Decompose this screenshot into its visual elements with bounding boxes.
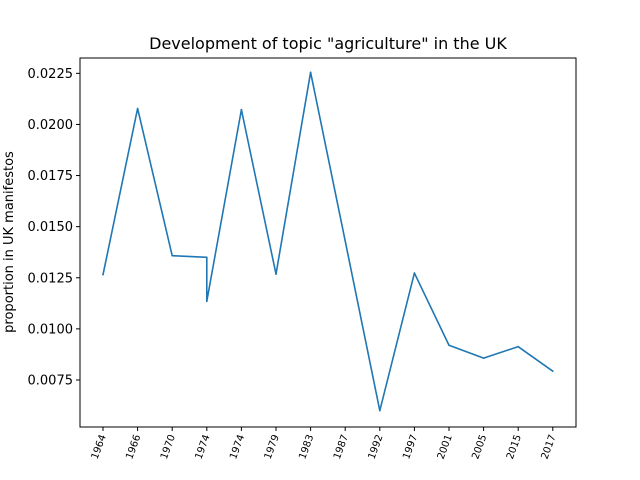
data-point [171,254,173,257]
x-tick-label: 1992 [367,433,386,461]
x-tick-label: 2015 [505,433,524,461]
x-tick-label: 2001 [436,433,455,461]
plot-frame [79,57,577,428]
data-point [413,272,416,274]
data-point [448,344,450,347]
x-tick-label: 1987 [332,433,351,461]
y-tick-label: 0.0175 [28,169,74,184]
y-ticks: 0.0075 0.0100 0.0125 0.0150 0.0175 0.0200 0.02… [28,67,80,388]
x-tick-label: 1983 [297,433,316,461]
data-point [275,273,277,275]
data-point [206,256,208,259]
y-tick-label: 0.0125 [28,271,74,286]
data-point [379,409,381,412]
data-point [309,71,312,74]
y-tick-label: 0.0200 [28,118,74,133]
data-point [552,370,554,372]
data-point [344,240,347,242]
x-tick-label: 1964 [90,433,109,461]
series-line [102,71,554,412]
x-tick-label: 2017 [540,433,559,461]
series-group [102,71,554,412]
y-tick-label: 0.0150 [28,220,74,235]
chart-title: Development of topic "agriculture" in th… [149,34,507,53]
y-tick-label: 0.0100 [28,322,74,337]
data-point [102,273,104,276]
y-tick-label: 0.0225 [28,67,74,82]
data-point [517,345,519,348]
x-tick-label: 1966 [124,433,143,461]
x-tick-label: 1970 [159,433,178,461]
x-tick-label: 1974 [194,433,213,461]
x-tick-label: 1979 [263,433,282,461]
x-tick-label: 1997 [401,433,420,461]
y-tick-label: 0.0075 [28,373,74,388]
y-axis-label: proportion in UK manifestos [2,151,17,333]
data-point [482,357,485,359]
x-ticks: 1964 1966 1970 1974 1974 1979 1983 1987 1992 1997… [90,427,559,461]
data-point [240,108,243,111]
data-point [206,300,208,303]
x-tick-label: 1974 [228,433,247,461]
x-tick-label: 2005 [470,433,489,461]
data-point [136,107,139,110]
